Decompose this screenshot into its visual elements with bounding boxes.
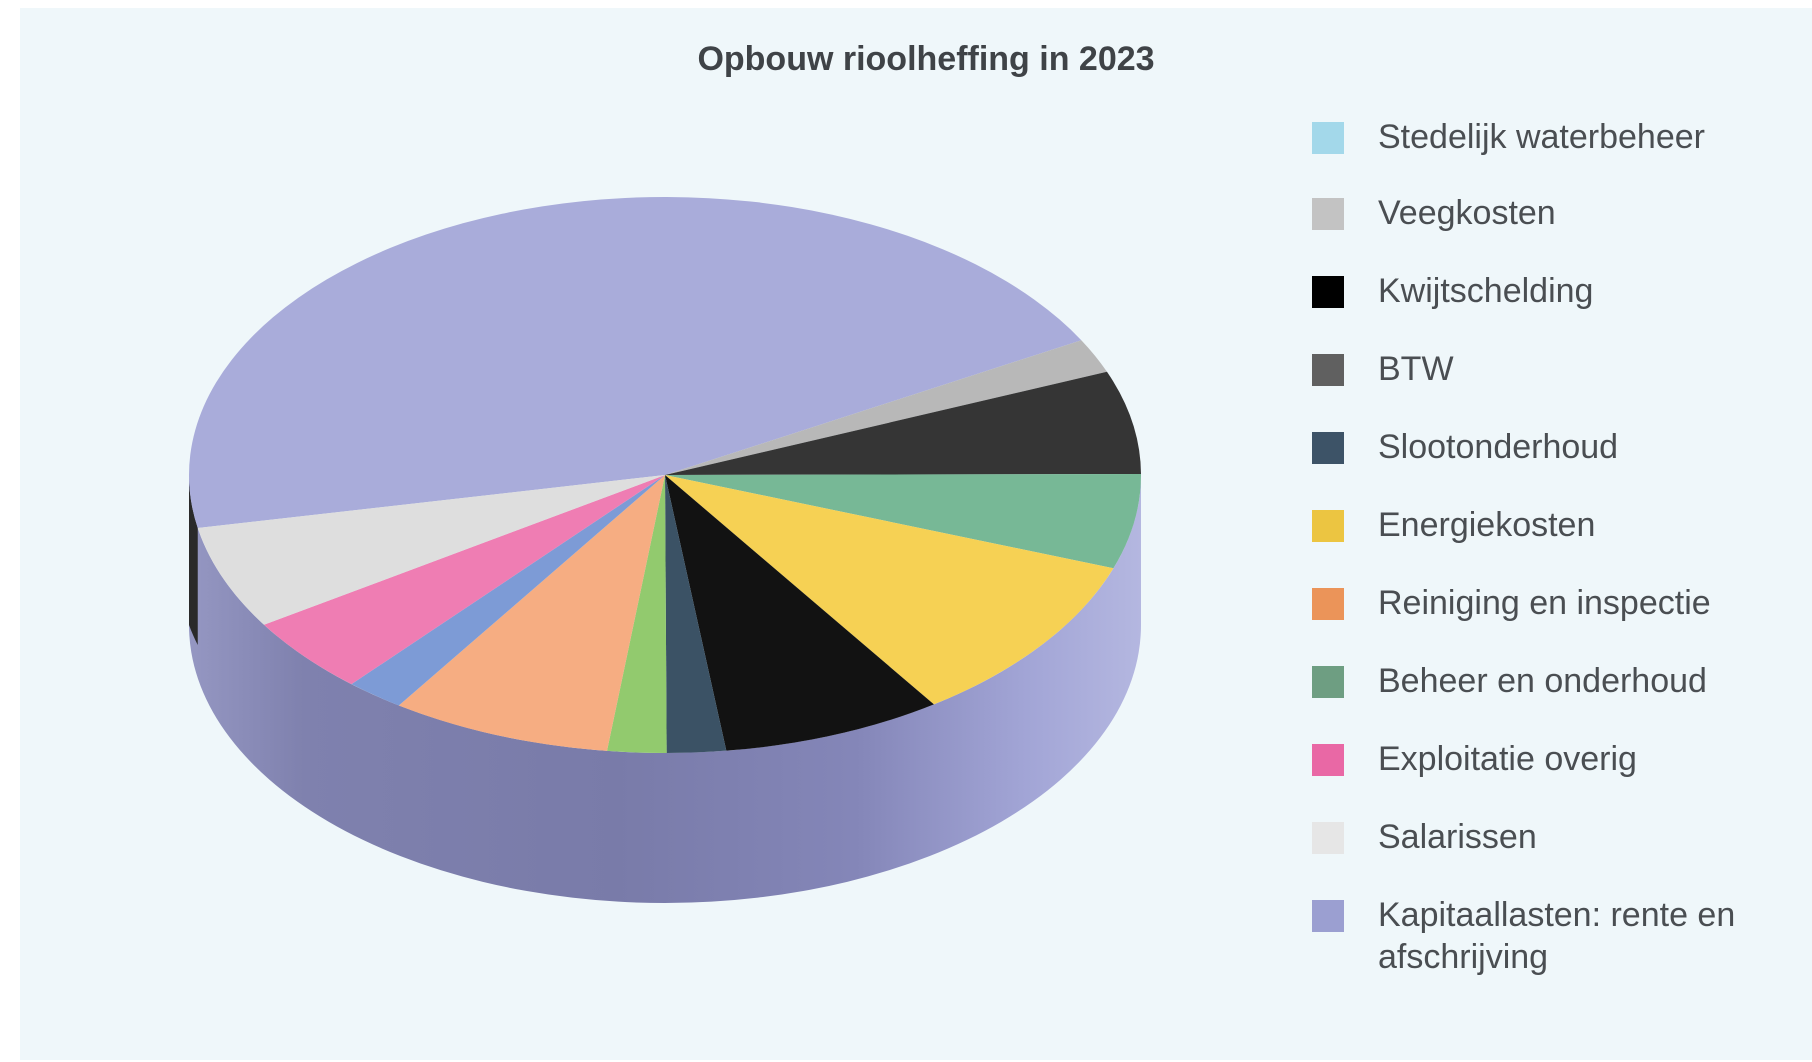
legend-label: Reiniging en inspectie [1378,584,1711,622]
pie-side-wall [189,475,1141,903]
pie-slice-energiekosten[interactable] [665,475,1114,705]
legend-swatch [1312,276,1344,308]
legend-label: Exploitatie overig [1378,740,1637,778]
legend-swatch [1312,666,1344,698]
legend-label: Slootonderhoud [1378,428,1619,466]
legend-label: Beheer en onderhoud [1378,662,1707,700]
legend-swatch [1312,900,1344,932]
pie-slice-kapitaallasten-rente-en-afschrijving[interactable] [188,196,1082,529]
legend-label: Energiekosten [1378,506,1596,544]
legend-label: Kwijtschelding [1378,272,1594,310]
legend-label: Stedelijk waterbeheer [1378,118,1705,156]
pie-side [189,475,1141,903]
pie-slice-kwijtschelding[interactable] [665,475,934,751]
pie-slice-btw[interactable] [665,371,1141,475]
legend-label: Veegkosten [1378,194,1556,232]
pie-slice-reiniging-en-inspectie[interactable] [398,475,665,751]
legend-swatch [1312,354,1344,386]
legend-swatch [1312,432,1344,464]
pie-top [188,196,1141,753]
legend-swatch [1312,744,1344,776]
legend-swatch [1312,122,1344,154]
legend-swatch [1312,510,1344,542]
pie-slice-slootonderhoud[interactable] [665,475,727,753]
pie-slice-stedelijk-waterbeheer[interactable] [606,475,667,753]
legend-swatch [1312,588,1344,620]
chart-title: Opbouw rioolheffing in 2023 [697,40,1155,78]
pie-slice-veegkosten[interactable] [665,340,1107,475]
pie-slice-beheer-en-onderhoud[interactable] [665,474,1141,569]
pie-slice-exploitatie-overig[interactable] [263,475,665,685]
pie-slice-salarissen[interactable] [197,475,665,625]
legend-label: Salarissen [1378,818,1537,856]
pie-side-btw [189,475,198,646]
legend-label: BTW [1378,350,1454,388]
legend-swatch [1312,822,1344,854]
legend-label: Kapitaallasten: rente en afschrijving [1378,896,1736,976]
pie-slice-slootonderhoud-blauw[interactable] [351,475,665,706]
legend-swatch [1312,198,1344,230]
